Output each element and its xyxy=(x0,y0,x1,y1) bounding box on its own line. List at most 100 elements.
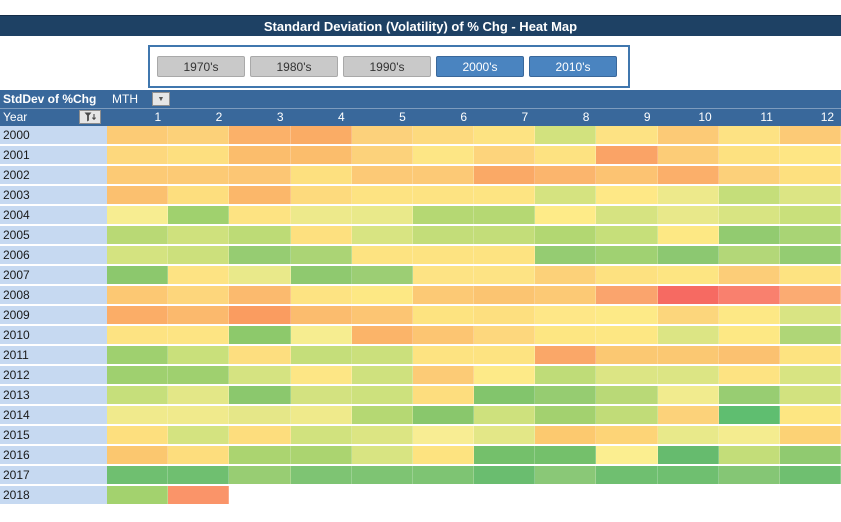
heatmap-cell[interactable] xyxy=(290,146,352,164)
heatmap-cell[interactable] xyxy=(168,306,230,324)
heatmap-cell[interactable] xyxy=(718,346,780,364)
heatmap-cell[interactable] xyxy=(229,206,291,224)
year-cell-2010[interactable]: 2010 xyxy=(0,326,107,344)
heatmap-cell[interactable] xyxy=(474,366,536,384)
year-cell-2013[interactable]: 2013 xyxy=(0,386,107,404)
heatmap-cell[interactable] xyxy=(290,386,352,404)
heatmap-cell[interactable] xyxy=(596,346,658,364)
heatmap-cell[interactable] xyxy=(779,446,841,464)
heatmap-cell[interactable] xyxy=(779,226,841,244)
heatmap-cell[interactable] xyxy=(596,186,658,204)
year-cell-2007[interactable]: 2007 xyxy=(0,266,107,284)
heatmap-cell[interactable] xyxy=(107,486,169,504)
heatmap-cell[interactable] xyxy=(474,266,536,284)
heatmap-cell[interactable] xyxy=(779,266,841,284)
heatmap-cell[interactable] xyxy=(596,306,658,324)
heatmap-cell[interactable] xyxy=(290,206,352,224)
heatmap-cell[interactable] xyxy=(596,386,658,404)
heatmap-cell[interactable] xyxy=(474,326,536,344)
heatmap-cell[interactable] xyxy=(596,446,658,464)
heatmap-cell[interactable] xyxy=(596,426,658,444)
heatmap-cell[interactable] xyxy=(168,126,230,144)
heatmap-cell[interactable] xyxy=(168,426,230,444)
heatmap-cell[interactable] xyxy=(168,486,230,504)
heatmap-cell[interactable] xyxy=(657,246,719,264)
heatmap-cell[interactable] xyxy=(474,346,536,364)
heatmap-cell[interactable] xyxy=(107,186,169,204)
heatmap-cell[interactable] xyxy=(229,466,291,484)
heatmap-cell[interactable] xyxy=(107,146,169,164)
heatmap-cell[interactable] xyxy=(718,266,780,284)
year-cell-2008[interactable]: 2008 xyxy=(0,286,107,304)
heatmap-cell[interactable] xyxy=(168,206,230,224)
heatmap-cell[interactable] xyxy=(474,426,536,444)
heatmap-cell[interactable] xyxy=(474,446,536,464)
heatmap-cell[interactable] xyxy=(474,386,536,404)
heatmap-cell[interactable] xyxy=(718,366,780,384)
heatmap-cell[interactable] xyxy=(412,266,475,284)
heatmap-cell[interactable] xyxy=(718,246,780,264)
heatmap-cell[interactable] xyxy=(229,346,291,364)
heatmap-cell[interactable] xyxy=(535,306,597,324)
heatmap-cell[interactable] xyxy=(718,466,780,484)
heatmap-cell[interactable] xyxy=(290,266,352,284)
heatmap-cell[interactable] xyxy=(290,186,352,204)
heatmap-cell[interactable] xyxy=(290,226,352,244)
heatmap-cell[interactable] xyxy=(718,326,780,344)
heatmap-cell[interactable] xyxy=(229,366,291,384)
heatmap-cell[interactable] xyxy=(412,346,475,364)
heatmap-cell[interactable] xyxy=(718,126,780,144)
heatmap-cell[interactable] xyxy=(718,386,780,404)
heatmap-cell[interactable] xyxy=(657,146,719,164)
heatmap-cell[interactable] xyxy=(290,466,352,484)
slicer-button-1970s[interactable]: 1970's xyxy=(157,56,245,77)
year-cell-2014[interactable]: 2014 xyxy=(0,406,107,424)
heatmap-cell[interactable] xyxy=(535,286,597,304)
heatmap-cell[interactable] xyxy=(535,386,597,404)
heatmap-cell[interactable] xyxy=(168,266,230,284)
heatmap-cell[interactable] xyxy=(779,426,841,444)
slicer-button-1990s[interactable]: 1990's xyxy=(343,56,431,77)
heatmap-cell[interactable] xyxy=(535,206,597,224)
heatmap-cell[interactable] xyxy=(290,326,352,344)
heatmap-cell[interactable] xyxy=(535,366,597,384)
heatmap-cell[interactable] xyxy=(229,306,291,324)
year-cell-2003[interactable]: 2003 xyxy=(0,186,107,204)
heatmap-cell[interactable] xyxy=(596,166,658,184)
heatmap-cell[interactable] xyxy=(596,366,658,384)
heatmap-cell[interactable] xyxy=(351,406,413,424)
heatmap-cell[interactable] xyxy=(412,206,475,224)
heatmap-cell[interactable] xyxy=(596,266,658,284)
heatmap-cell[interactable] xyxy=(290,406,352,424)
heatmap-cell[interactable] xyxy=(657,126,719,144)
heatmap-cell[interactable] xyxy=(657,406,719,424)
year-cell-2015[interactable]: 2015 xyxy=(0,426,107,444)
heatmap-cell[interactable] xyxy=(290,286,352,304)
heatmap-cell[interactable] xyxy=(718,166,780,184)
heatmap-cell[interactable] xyxy=(290,426,352,444)
year-cell-2002[interactable]: 2002 xyxy=(0,166,107,184)
heatmap-cell[interactable] xyxy=(474,406,536,424)
heatmap-cell[interactable] xyxy=(229,326,291,344)
heatmap-cell[interactable] xyxy=(718,306,780,324)
heatmap-cell[interactable] xyxy=(412,226,475,244)
heatmap-cell[interactable] xyxy=(596,226,658,244)
heatmap-cell[interactable] xyxy=(718,186,780,204)
heatmap-cell[interactable] xyxy=(351,426,413,444)
heatmap-cell[interactable] xyxy=(779,366,841,384)
heatmap-cell[interactable] xyxy=(290,346,352,364)
month-column-header-5[interactable]: 5 xyxy=(399,110,406,124)
heatmap-cell[interactable] xyxy=(168,406,230,424)
heatmap-cell[interactable] xyxy=(657,326,719,344)
heatmap-cell[interactable] xyxy=(657,426,719,444)
heatmap-cell[interactable] xyxy=(657,306,719,324)
heatmap-cell[interactable] xyxy=(351,446,413,464)
heatmap-cell[interactable] xyxy=(779,326,841,344)
heatmap-cell[interactable] xyxy=(351,246,413,264)
heatmap-cell[interactable] xyxy=(351,206,413,224)
heatmap-cell[interactable] xyxy=(657,206,719,224)
heatmap-cell[interactable] xyxy=(107,446,169,464)
heatmap-cell[interactable] xyxy=(657,266,719,284)
heatmap-cell[interactable] xyxy=(657,346,719,364)
heatmap-cell[interactable] xyxy=(107,126,169,144)
